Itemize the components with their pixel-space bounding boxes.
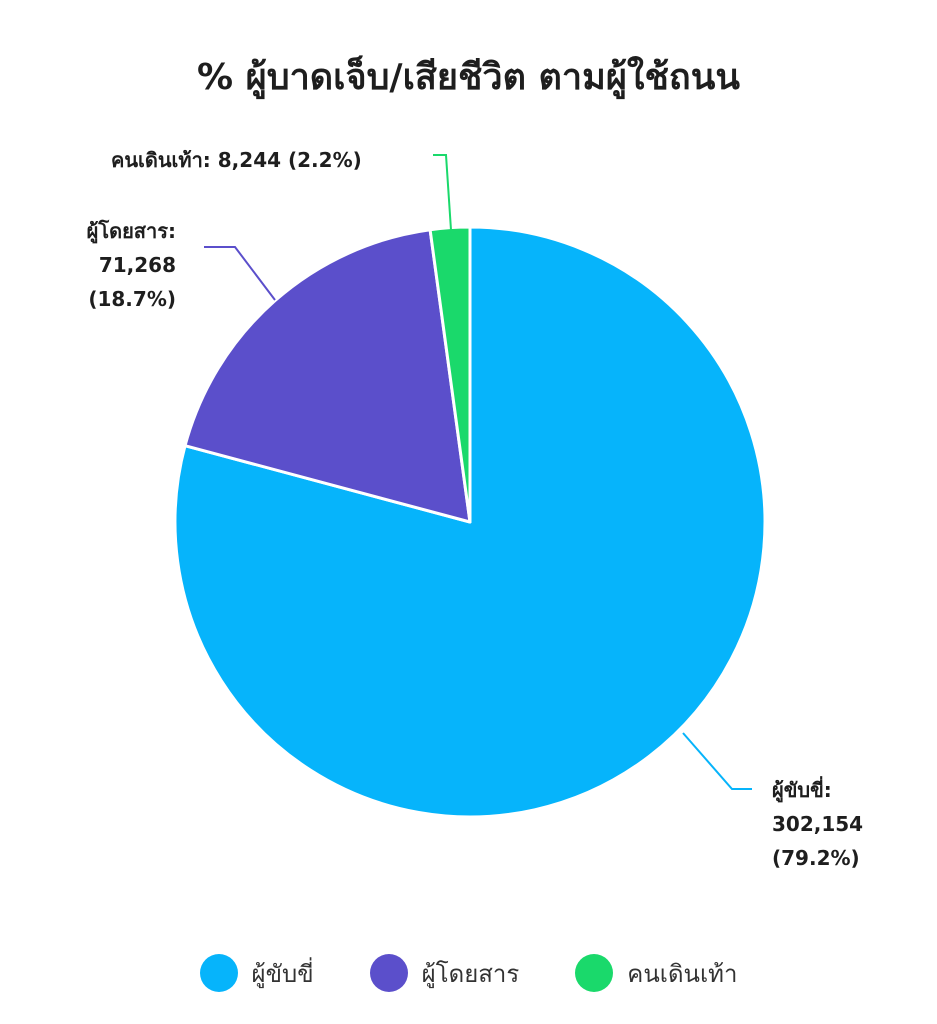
data-label-driver: ผู้ขับขี่: 302,154 (79.2%) — [772, 773, 863, 875]
data-label-driver-name: ผู้ขับขี่: — [772, 778, 832, 802]
legend-swatch-pedestrian — [575, 954, 614, 992]
data-label-pedestrian-percent: (2.2%) — [288, 148, 362, 172]
data-label-passenger: ผู้โดยสาร: 71,268 (18.7%) — [87, 214, 176, 316]
legend-label-passenger: ผู้โดยสาร — [421, 959, 520, 988]
legend-item-passenger: ผู้โดยสาร — [369, 954, 520, 993]
data-label-pedestrian-name: คนเดินเท้า: — [111, 148, 211, 172]
legend-swatch-passenger — [369, 954, 408, 992]
data-label-pedestrian: คนเดินเท้า: 8,244 (2.2%) — [111, 143, 362, 177]
legend-swatch-driver — [199, 954, 238, 992]
legend-item-driver: ผู้ขับขี่ — [199, 954, 314, 993]
data-label-passenger-value: 71,268 — [98, 253, 176, 277]
chart-title: % ผู้บาดเจ็บ/เสียชีวิต ตามผู้ใช้ถนน — [197, 57, 740, 98]
leader-line-driver — [682, 732, 752, 790]
pie-slice-passenger — [183, 228, 472, 524]
legend-label-pedestrian: คนเดินเท้า — [627, 959, 738, 988]
data-label-passenger-name: ผู้โดยสาร: — [86, 219, 176, 243]
legend-item-pedestrian: คนเดินเท้า — [575, 954, 737, 993]
data-label-driver-value: 302,154 — [772, 812, 864, 836]
data-label-passenger-percent: (18.7%) — [88, 287, 176, 311]
leader-line-passenger — [204, 246, 276, 301]
data-label-pedestrian-value: 8,244 — [217, 148, 282, 172]
data-label-driver-percent: (79.2%) — [772, 846, 860, 870]
legend-label-driver: ผู้ขับขี่ — [251, 959, 314, 988]
chart-legend: ผู้ขับขี่ ผู้โดยสาร คนเดินเท้า — [0, 948, 937, 998]
leader-line-pedestrian — [433, 154, 452, 231]
